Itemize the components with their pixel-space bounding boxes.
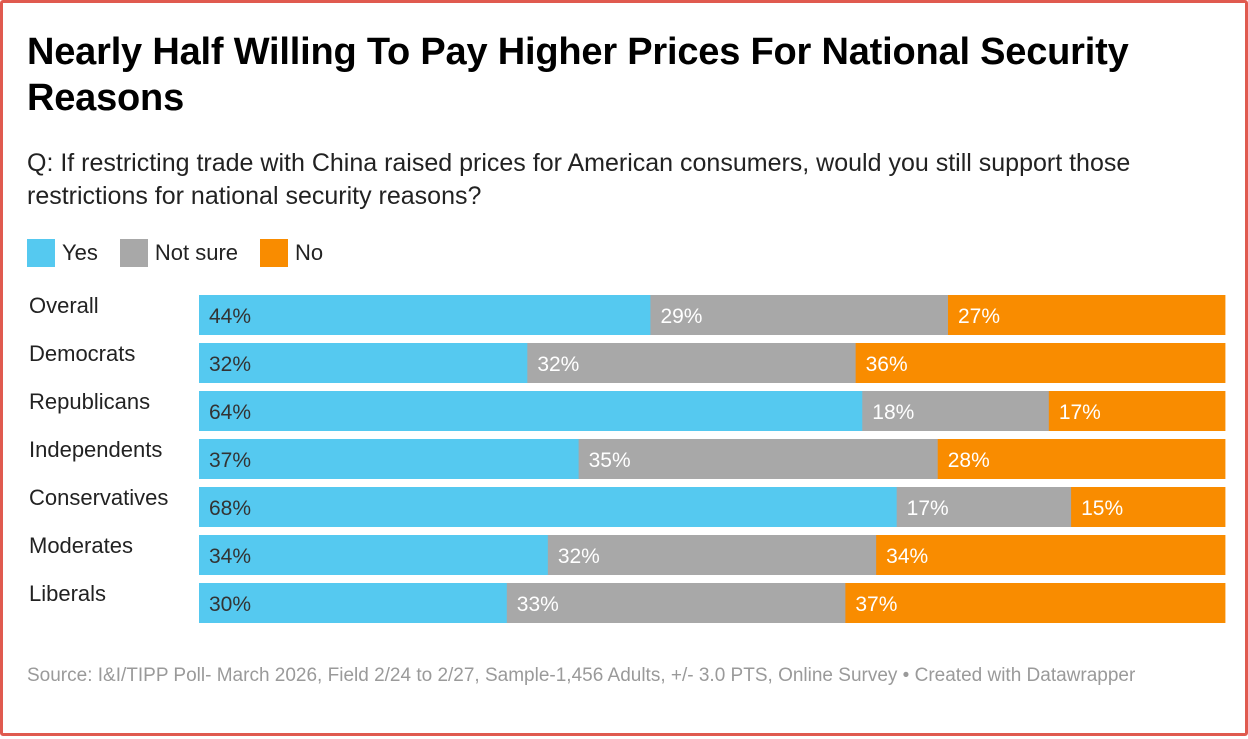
bar-row: Conservatives 68% 17% 15% bbox=[29, 485, 1226, 527]
data-label: 30% bbox=[209, 593, 251, 616]
data-label: 17% bbox=[907, 497, 949, 520]
bar-row: Independents 37% 35% 28% bbox=[29, 437, 1226, 479]
bar-row: Overall 44% 29% 27% bbox=[29, 293, 1226, 335]
data-label: 32% bbox=[209, 353, 251, 376]
data-label: 34% bbox=[209, 545, 251, 568]
data-label: 27% bbox=[958, 305, 1000, 328]
legend-item-yes: Yes bbox=[27, 239, 98, 267]
bar-segment-not-sure bbox=[578, 439, 939, 479]
source-note: Source: I&I/TIPP Poll- March 2026, Field… bbox=[27, 665, 1136, 686]
category-label: Liberals bbox=[29, 581, 106, 606]
bar-segment-yes bbox=[199, 295, 651, 335]
data-label: 44% bbox=[209, 305, 251, 328]
bar-segment-yes bbox=[199, 535, 549, 575]
bar-segment-no bbox=[1048, 391, 1226, 431]
chart-title: Nearly Half Willing To Pay Higher Prices… bbox=[27, 31, 1129, 119]
bar-segment-yes bbox=[199, 487, 898, 527]
bar-segment-not-sure bbox=[547, 535, 877, 575]
category-label: Conservatives bbox=[29, 485, 168, 510]
bar-segment-yes bbox=[199, 343, 528, 383]
legend-item-not-sure: Not sure bbox=[119, 239, 239, 267]
category-label: Overall bbox=[29, 293, 99, 318]
bar-row: Moderates 34% 32% 34% bbox=[29, 533, 1226, 575]
legend-swatch-no bbox=[260, 239, 289, 267]
data-label: 36% bbox=[866, 353, 908, 376]
legend-item-no: No bbox=[260, 239, 323, 267]
legend-swatch-not-sure bbox=[119, 239, 148, 267]
category-label: Independents bbox=[29, 437, 162, 462]
data-label: 15% bbox=[1081, 497, 1123, 520]
data-label: 37% bbox=[855, 593, 897, 616]
legend-label-yes: Yes bbox=[62, 240, 98, 265]
bar-segment-no bbox=[947, 295, 1226, 335]
bar-segment-not-sure bbox=[527, 343, 857, 383]
category-label: Republicans bbox=[29, 389, 150, 414]
bar-segment-not-sure bbox=[896, 487, 1072, 527]
data-label: 29% bbox=[660, 305, 702, 328]
bar-row: Liberals 30% 33% 37% bbox=[29, 581, 1226, 623]
bar-segment-no bbox=[937, 439, 1226, 479]
data-label: 34% bbox=[886, 545, 928, 568]
bar-segment-yes bbox=[199, 439, 580, 479]
bar-row: Republicans 64% 18% 17% bbox=[29, 389, 1226, 431]
bar-segment-no bbox=[855, 343, 1226, 383]
bar-row: Democrats 32% 32% 36% bbox=[29, 341, 1226, 383]
chart-subtitle: Q: If restricting trade with China raise… bbox=[27, 149, 1131, 210]
bar-segment-no bbox=[876, 535, 1226, 575]
data-label: 37% bbox=[209, 449, 251, 472]
legend-label-not-sure: Not sure bbox=[154, 240, 239, 265]
data-label: 32% bbox=[537, 353, 579, 376]
category-label: Democrats bbox=[29, 341, 135, 366]
data-label: 28% bbox=[948, 449, 990, 472]
data-label: 18% bbox=[872, 401, 914, 424]
data-label: 33% bbox=[517, 593, 559, 616]
bar-segment-not-sure bbox=[650, 295, 949, 335]
data-label: 32% bbox=[558, 545, 600, 568]
bar-segment-yes bbox=[199, 391, 863, 431]
data-label: 17% bbox=[1059, 401, 1101, 424]
legend-swatch-yes bbox=[27, 239, 55, 267]
data-label: 68% bbox=[209, 497, 251, 520]
bar-segment-not-sure bbox=[862, 391, 1050, 431]
bar-segment-yes bbox=[199, 583, 508, 623]
data-label: 64% bbox=[209, 401, 251, 424]
data-label: 35% bbox=[589, 449, 631, 472]
legend-label-no: No bbox=[295, 240, 324, 265]
bar-segment-not-sure bbox=[506, 583, 846, 623]
bar-segment-no bbox=[845, 583, 1226, 623]
category-label: Moderates bbox=[29, 533, 133, 558]
bar-segment-no bbox=[1071, 487, 1226, 527]
legend: Yes Not sure No bbox=[27, 238, 345, 268]
